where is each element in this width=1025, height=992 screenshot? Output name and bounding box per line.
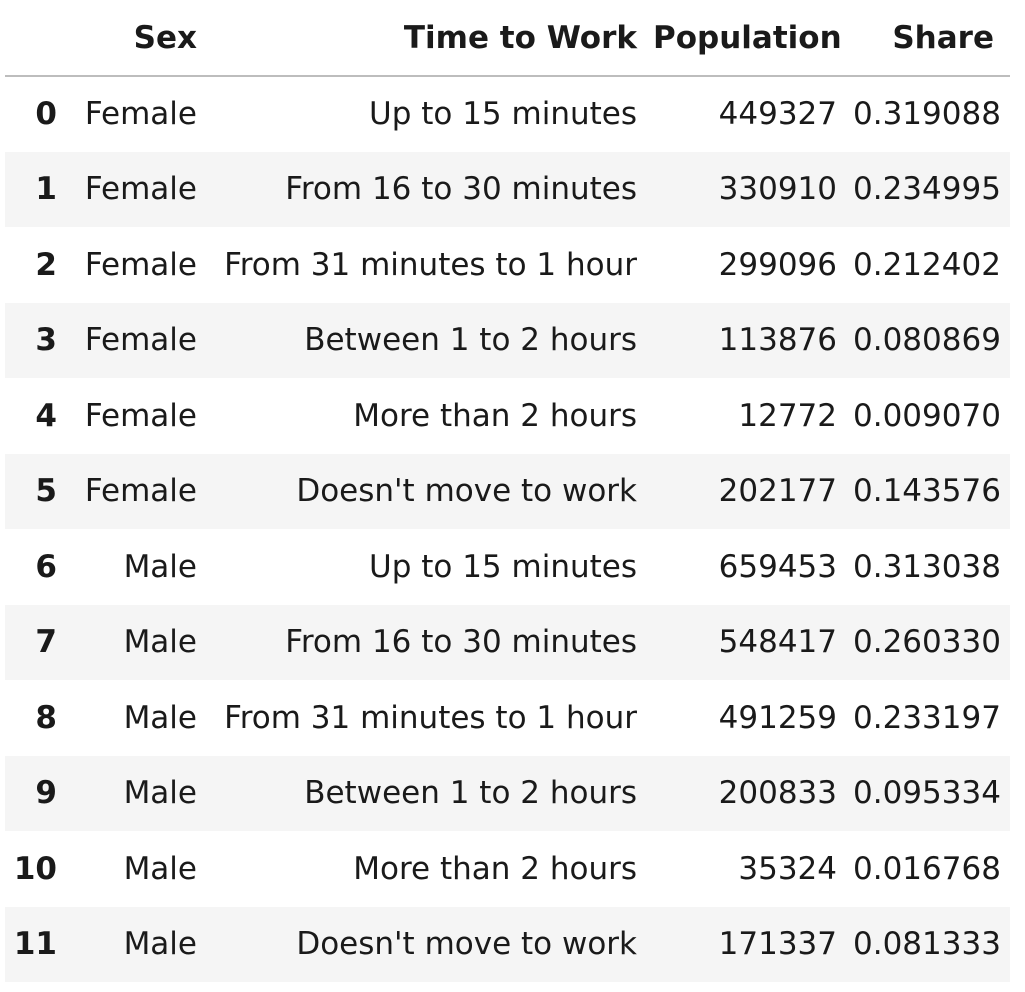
cell-share: 0.081333	[853, 926, 1001, 963]
cell-time-to-work: From 16 to 30 minutes	[285, 171, 637, 208]
cell-sex: Male	[123, 699, 197, 736]
row-index: 10	[13, 850, 57, 887]
cell-sex: Male	[123, 624, 197, 661]
cell-sex: Female	[84, 322, 197, 359]
cell-population: 299096	[718, 246, 837, 283]
cell-time-to-work: Between 1 to 2 hours	[304, 775, 637, 812]
cell-time-to-work: From 16 to 30 minutes	[285, 624, 637, 661]
row-index: 1	[35, 171, 57, 208]
cell-sex: Male	[123, 850, 197, 887]
table-row: 7 Male From 16 to 30 minutes 548417 0.26…	[5, 604, 1010, 680]
cell-share: 0.143576	[853, 473, 1001, 510]
cell-sex: Female	[84, 473, 197, 510]
cell-population: 330910	[718, 171, 837, 208]
cell-share: 0.095334	[853, 775, 1001, 812]
cell-population: 659453	[718, 548, 837, 585]
cell-sex: Female	[84, 246, 197, 283]
cell-population: 449327	[718, 96, 837, 133]
row-index: 2	[35, 246, 57, 283]
cell-time-to-work: Doesn't move to work	[296, 473, 637, 510]
cell-share: 0.313038	[853, 548, 1001, 585]
cell-time-to-work: Up to 15 minutes	[369, 548, 637, 585]
cell-population: 35324	[738, 850, 837, 887]
cell-population: 12772	[738, 397, 837, 434]
column-header-sex: Sex	[73, 0, 213, 77]
row-index: 8	[35, 699, 57, 736]
table-row: 11 Male Doesn't move to work 171337 0.08…	[5, 906, 1010, 982]
table-row: 0 Female Up to 15 minutes 449327 0.31908…	[5, 76, 1010, 152]
cell-sex: Female	[84, 171, 197, 208]
table-row: 6 Male Up to 15 minutes 659453 0.313038	[5, 529, 1010, 605]
table-row: 3 Female Between 1 to 2 hours 113876 0.0…	[5, 302, 1010, 378]
cell-time-to-work: Between 1 to 2 hours	[304, 322, 637, 359]
table-row: 1 Female From 16 to 30 minutes 330910 0.…	[5, 151, 1010, 227]
row-index: 5	[35, 473, 57, 510]
cell-share: 0.233197	[853, 699, 1001, 736]
cell-population: 202177	[718, 473, 837, 510]
row-index: 7	[35, 624, 57, 661]
table-row: 9 Male Between 1 to 2 hours 200833 0.095…	[5, 755, 1010, 831]
cell-sex: Male	[123, 548, 197, 585]
cell-population: 548417	[718, 624, 837, 661]
cell-time-to-work: From 31 minutes to 1 hour	[224, 246, 637, 283]
cell-sex: Female	[84, 397, 197, 434]
cell-sex: Male	[123, 775, 197, 812]
table-row: 5 Female Doesn't move to work 202177 0.1…	[5, 453, 1010, 529]
cell-share: 0.009070	[853, 397, 1001, 434]
cell-share: 0.260330	[853, 624, 1001, 661]
row-index: 4	[35, 397, 57, 434]
dataframe-container: Sex Time to Work Population Share 0 Fema…	[5, 0, 1010, 982]
cell-share: 0.212402	[853, 246, 1001, 283]
cell-share: 0.234995	[853, 171, 1001, 208]
cell-share: 0.319088	[853, 96, 1001, 133]
cell-sex: Male	[123, 926, 197, 963]
cell-time-to-work: Up to 15 minutes	[369, 96, 637, 133]
column-header-time-to-work: Time to Work	[213, 0, 653, 77]
table-row: 2 Female From 31 minutes to 1 hour 29909…	[5, 227, 1010, 303]
row-index: 9	[35, 775, 57, 812]
cell-population: 171337	[718, 926, 837, 963]
cell-population: 200833	[718, 775, 837, 812]
dataframe-table: Sex Time to Work Population Share 0 Fema…	[5, 0, 1010, 982]
row-index: 0	[35, 96, 57, 133]
column-header-population: Population	[653, 0, 853, 77]
table-row: 8 Male From 31 minutes to 1 hour 491259 …	[5, 680, 1010, 756]
table-row: 10 Male More than 2 hours 35324 0.016768	[5, 831, 1010, 907]
index-header	[5, 0, 73, 77]
cell-sex: Female	[84, 96, 197, 133]
cell-time-to-work: More than 2 hours	[353, 850, 637, 887]
cell-time-to-work: From 31 minutes to 1 hour	[224, 699, 637, 736]
cell-time-to-work: Doesn't move to work	[296, 926, 637, 963]
column-header-share: Share	[853, 0, 1010, 77]
cell-share: 0.016768	[853, 850, 1001, 887]
table-row: 4 Female More than 2 hours 12772 0.00907…	[5, 378, 1010, 454]
row-index: 3	[35, 322, 57, 359]
cell-share: 0.080869	[853, 322, 1001, 359]
row-index: 6	[35, 548, 57, 585]
header-row: Sex Time to Work Population Share	[5, 0, 1010, 77]
cell-time-to-work: More than 2 hours	[353, 397, 637, 434]
cell-population: 113876	[718, 322, 837, 359]
cell-population: 491259	[718, 699, 837, 736]
row-index: 11	[13, 926, 57, 963]
